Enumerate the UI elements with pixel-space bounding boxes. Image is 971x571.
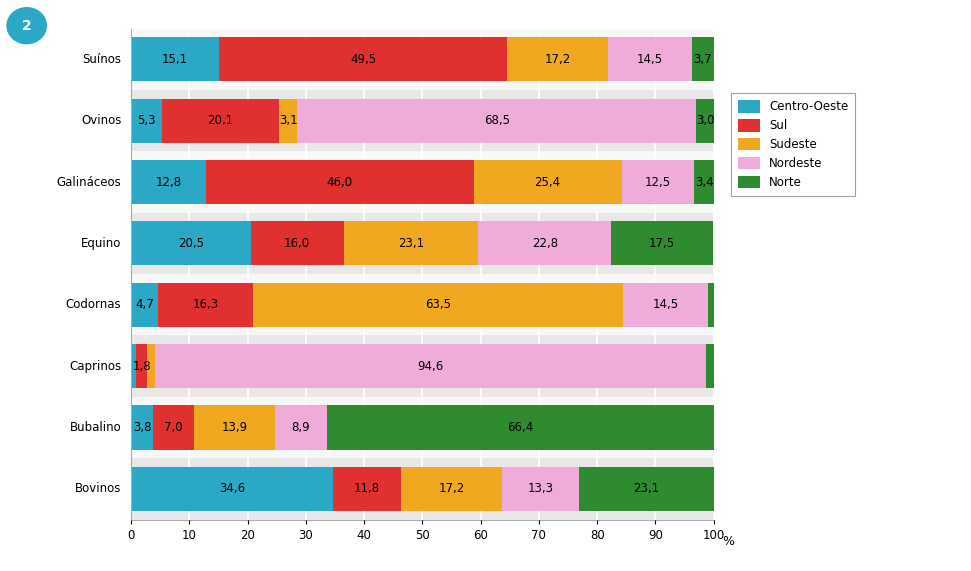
Bar [131,397,714,458]
Text: 23,1: 23,1 [633,482,659,496]
Text: 3,0: 3,0 [695,114,715,127]
Bar [194,405,275,449]
Bar [147,344,155,388]
Circle shape [7,7,47,43]
Text: 20,5: 20,5 [178,237,204,250]
Text: 12,8: 12,8 [155,175,182,188]
Bar [696,99,714,143]
Text: Bovinos: Bovinos [75,482,121,496]
Bar [621,160,694,204]
Text: 3,8: 3,8 [133,421,151,434]
Text: 16,0: 16,0 [285,237,310,250]
Bar [611,222,713,266]
Text: 4,7: 4,7 [135,298,154,311]
Text: 3,1: 3,1 [279,114,297,127]
Bar [579,467,714,511]
Text: 46,0: 46,0 [326,175,352,188]
Bar [692,37,714,81]
Bar [131,160,206,204]
Text: 1,8: 1,8 [132,360,151,373]
Text: 17,5: 17,5 [649,237,675,250]
Text: 13,3: 13,3 [527,482,553,496]
Bar [131,274,714,336]
Text: 11,8: 11,8 [354,482,380,496]
Text: 5,3: 5,3 [137,114,155,127]
Text: 16,3: 16,3 [193,298,219,311]
Text: 12,5: 12,5 [645,175,671,188]
Text: 23,1: 23,1 [398,237,424,250]
Bar [131,90,714,151]
Bar [479,222,611,266]
Text: 14,5: 14,5 [637,53,663,66]
Bar [131,344,136,388]
Text: 17,2: 17,2 [438,482,465,496]
Bar [502,467,579,511]
Text: 2: 2 [21,19,32,33]
Bar [162,99,279,143]
Text: 20,1: 20,1 [208,114,234,127]
Bar [706,344,714,388]
Bar [279,99,297,143]
Bar [155,344,706,388]
Bar [131,405,153,449]
Text: 94,6: 94,6 [418,360,444,373]
Text: %: % [722,535,734,548]
Legend: Centro-Oeste, Sul, Sudeste, Nordeste, Norte: Centro-Oeste, Sul, Sudeste, Nordeste, No… [731,94,855,196]
Bar [327,405,714,449]
Bar [251,222,344,266]
Text: 68,5: 68,5 [484,114,510,127]
Bar [153,405,194,449]
Bar [508,37,608,81]
Bar [275,405,327,449]
Text: 13,9: 13,9 [221,421,248,434]
Bar [158,283,253,327]
Bar [219,37,508,81]
Bar [297,99,696,143]
Text: 66,4: 66,4 [507,421,533,434]
Text: 17,2: 17,2 [545,53,571,66]
Bar [708,283,714,327]
Bar [131,336,714,397]
Bar [131,283,158,327]
Bar [206,160,474,204]
Bar [131,222,251,266]
Text: 63,5: 63,5 [425,298,452,311]
Bar [623,283,708,327]
Text: 49,5: 49,5 [351,53,377,66]
Bar [131,99,162,143]
Text: Bubalino: Bubalino [70,421,121,434]
Text: 3,4: 3,4 [695,175,714,188]
Bar [401,467,502,511]
Bar [333,467,401,511]
Text: 15,1: 15,1 [162,53,188,66]
Text: 7,0: 7,0 [164,421,183,434]
Bar [131,37,219,81]
Text: Galináceos: Galináceos [56,175,121,188]
Text: 25,4: 25,4 [535,175,560,188]
Bar [136,344,147,388]
Bar [253,283,623,327]
Text: 22,8: 22,8 [532,237,557,250]
Bar [131,467,333,511]
Text: Equino: Equino [81,237,121,250]
Text: 3,7: 3,7 [693,53,712,66]
Bar [694,160,715,204]
Text: Caprinos: Caprinos [69,360,121,373]
Text: Suínos: Suínos [83,53,121,66]
Text: 14,5: 14,5 [653,298,679,311]
Bar [474,160,621,204]
Text: 8,9: 8,9 [291,421,310,434]
Bar [344,222,479,266]
Bar [131,213,714,274]
Text: Ovinos: Ovinos [81,114,121,127]
Text: 34,6: 34,6 [218,482,245,496]
Bar [131,151,714,213]
Text: Codornas: Codornas [66,298,121,311]
Bar [131,458,714,520]
Bar [608,37,692,81]
Bar [131,29,714,90]
